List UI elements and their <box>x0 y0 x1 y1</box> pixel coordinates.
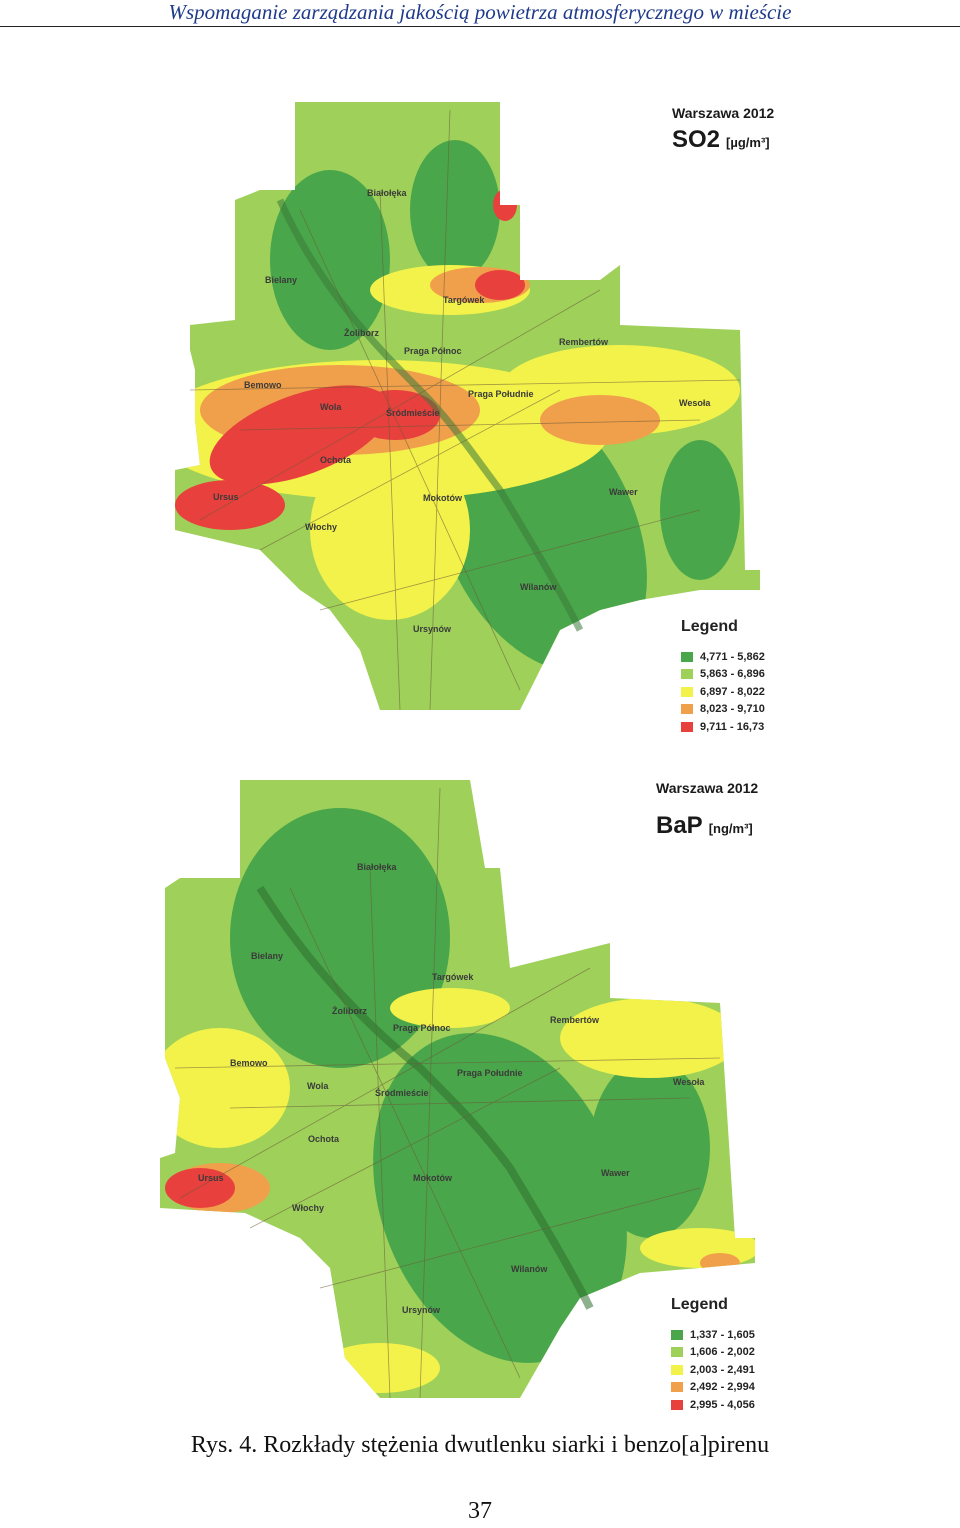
district-label: Praga Północ <box>404 346 462 356</box>
legend-swatch <box>671 1399 683 1410</box>
district-label: Ursynów <box>413 624 452 634</box>
bap-legend-item: 1,606 - 2,002 <box>671 1344 755 1362</box>
so2-pollutant: SO2 <box>672 126 721 153</box>
so2-legend-item: 4,771 - 5,862 <box>681 648 765 666</box>
district-label: Bemowo <box>230 1058 268 1068</box>
page-number: 37 <box>468 1498 492 1524</box>
district-label: Bielany <box>251 951 284 961</box>
bap-legend-item: 2,492 - 2,994 <box>671 1379 755 1397</box>
district-label: Śródmieście <box>386 408 440 418</box>
bap-unit: [ng/m³] <box>708 821 753 836</box>
legend-swatch <box>681 704 693 715</box>
district-label: Ochota <box>320 455 352 465</box>
bap-legend: Legend 1,337 - 1,605 1,606 - 2,002 2,003… <box>671 1296 755 1414</box>
district-label: Wola <box>307 1081 329 1091</box>
district-label: Ursus <box>213 492 239 502</box>
district-label: Śródmieście <box>375 1088 429 1098</box>
so2-map-title: Warszawa 2012 SO2 [µg/m³] <box>672 105 774 154</box>
legend-swatch <box>681 651 693 662</box>
so2-road-network <box>189 109 741 711</box>
district-label: Włochy <box>305 522 338 532</box>
legend-swatch <box>671 1364 683 1375</box>
district-label: Włochy <box>292 1203 325 1213</box>
district-label: Mokotów <box>423 493 462 503</box>
so2-legend-title: Legend <box>681 618 738 635</box>
so2-legend-item: 5,863 - 6,896 <box>681 666 765 684</box>
district-label: Białołęka <box>357 862 397 872</box>
district-label: Wesoła <box>673 1077 705 1087</box>
bap-legend-item: 2,003 - 2,491 <box>671 1361 755 1379</box>
district-label: Rembertów <box>559 337 609 347</box>
district-label: Praga Północ <box>393 1023 451 1033</box>
district-label: Wilanów <box>520 582 557 592</box>
district-label: Targówek <box>432 972 474 982</box>
running-header: Wspomaganie zarządzania jakością powietr… <box>0 0 960 27</box>
bap-map: Warszawa 2012 BaP [ng/m³] Legend 1,337 - … <box>0 768 960 1418</box>
district-label: Wesoła <box>679 398 711 408</box>
bap-vistula-river <box>256 885 594 1310</box>
district-label: Wawer <box>609 487 638 497</box>
so2-city-year: Warszawa 2012 <box>672 105 775 121</box>
bap-city-year: Warszawa 2012 <box>656 780 759 796</box>
so2-map: Warszawa 2012 SO2 [µg/m³] Legend 4,771 - … <box>0 90 960 750</box>
district-label: Praga Południe <box>457 1068 523 1078</box>
bap-map-canvas <box>160 780 755 1399</box>
district-label: Wilanów <box>511 1264 548 1274</box>
district-label: Wawer <box>601 1168 630 1178</box>
bap-pollutant: BaP <box>656 812 703 839</box>
figure-caption: Rys. 4. Rozkłady stężenia dwutlenku siar… <box>190 1432 770 1458</box>
district-label: Targówek <box>443 295 485 305</box>
legend-swatch <box>671 1382 683 1393</box>
so2-legend-item: 9,711 - 16,73 <box>681 718 765 736</box>
district-label: Bielany <box>265 275 298 285</box>
so2-legend-item: 8,023 - 9,710 <box>681 701 765 719</box>
running-title: Wspomaganie zarządzania jakością powietr… <box>168 0 792 24</box>
district-label: Żoliborz <box>344 328 379 338</box>
district-label: Mokotów <box>413 1173 452 1183</box>
legend-swatch <box>681 669 693 680</box>
district-label: Bemowo <box>244 380 282 390</box>
so2-legend-item: 6,897 - 8,022 <box>681 683 765 701</box>
district-label: Rembertów <box>550 1015 600 1025</box>
bap-legend-title: Legend <box>671 1296 728 1313</box>
district-label: Ochota <box>308 1134 340 1144</box>
district-label: Wola <box>320 402 342 412</box>
district-label: Ursus <box>198 1173 224 1183</box>
so2-vistula-river <box>276 198 584 632</box>
bap-legend-item: 1,337 - 1,605 <box>671 1326 755 1344</box>
legend-swatch <box>681 721 693 732</box>
bap-map-title: Warszawa 2012 BaP [ng/m³] <box>656 780 758 840</box>
so2-concentration-zones <box>175 140 740 672</box>
legend-swatch <box>681 686 693 697</box>
so2-legend: Legend 4,771 - 5,862 5,863 - 6,896 6,897… <box>681 618 765 736</box>
so2-unit: [µg/m³] <box>726 135 770 150</box>
district-label: Żoliborz <box>332 1006 367 1016</box>
district-label: Białołęka <box>367 188 407 198</box>
legend-swatch <box>671 1347 683 1358</box>
district-label: Ursynów <box>402 1305 441 1315</box>
bap-legend-item: 2,995 - 4,056 <box>671 1396 755 1414</box>
district-label: Praga Południe <box>468 389 534 399</box>
bap-road-network <box>174 787 721 1399</box>
legend-swatch <box>671 1329 683 1340</box>
so2-map-canvas <box>175 102 760 711</box>
